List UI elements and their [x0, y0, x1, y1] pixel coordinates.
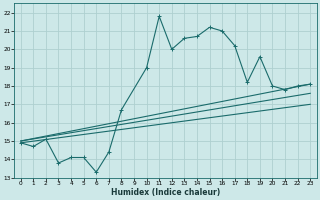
X-axis label: Humidex (Indice chaleur): Humidex (Indice chaleur) [111, 188, 220, 197]
